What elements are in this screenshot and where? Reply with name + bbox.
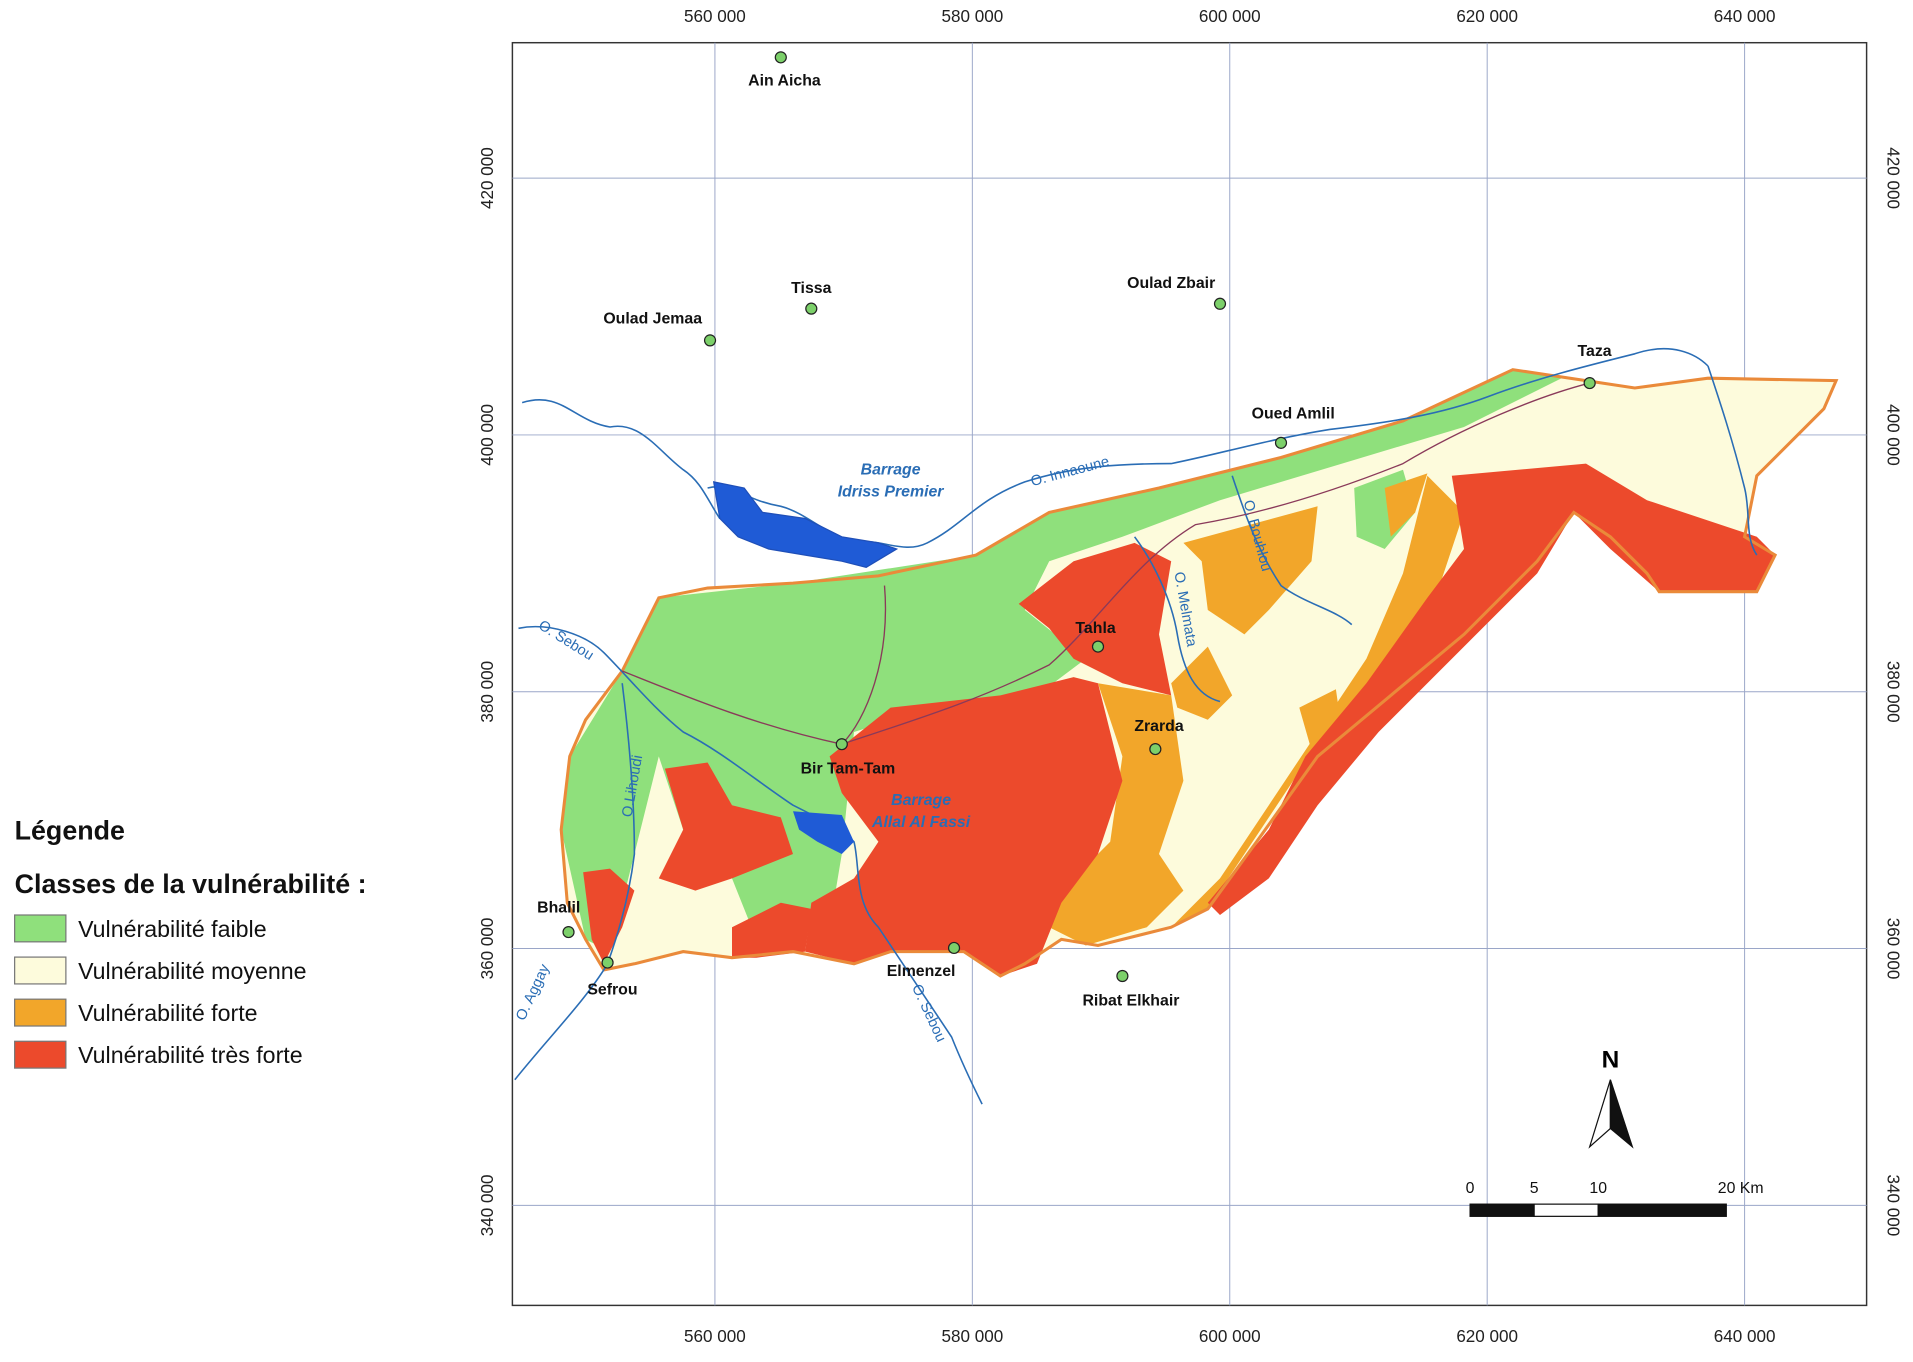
place-label: Oulad Jemaa (603, 310, 702, 327)
zone-forte (1171, 475, 1464, 928)
zone-tres-forte (805, 677, 1123, 976)
zone-tres-forte (1207, 463, 1776, 915)
vulnerability-zones (559, 368, 1839, 978)
x-tick-label: 580 000 (941, 1327, 1003, 1346)
x-tick-label: 580 000 (941, 7, 1003, 26)
place-label: Tahla (1075, 620, 1115, 637)
legend-swatch (14, 914, 67, 943)
place-label: Oulad Zbair (1127, 275, 1215, 292)
scale-segment (1597, 1203, 1727, 1217)
y-tick-label: 400 000 (478, 404, 497, 466)
scale-label: 10 (1589, 1180, 1607, 1197)
place-label: Sefrou (587, 981, 637, 998)
zone-tres-forte (732, 902, 812, 958)
place-marker (774, 51, 787, 64)
x-tick-label: 600 000 (1199, 1327, 1261, 1346)
zone-tres-forte (583, 868, 635, 964)
place-marker (1149, 742, 1162, 756)
river (514, 683, 636, 1081)
legend-title: Légende (15, 815, 125, 845)
scale-segment (1469, 1203, 1535, 1217)
x-tick-label: 640 000 (1714, 1327, 1776, 1346)
place-marker (562, 925, 575, 939)
place-marker (1274, 436, 1288, 449)
x-tick-label: 560 000 (684, 1327, 746, 1346)
lake (793, 811, 854, 854)
place-label: Tissa (791, 280, 831, 297)
y-tick-label: 360 000 (1883, 918, 1902, 980)
legend-label: Vulnérabilité faible (78, 916, 267, 942)
place-label: Taza (1577, 343, 1611, 360)
study-area-outline (559, 368, 1839, 978)
dam-label: Barrage (891, 792, 951, 809)
place-label: Zrarda (1134, 718, 1184, 735)
zone-forte (1171, 646, 1233, 720)
scale-bar: 0 5 10 20 Km (1466, 1180, 1764, 1217)
place-marker (1116, 969, 1129, 983)
y-tick-label: 420 000 (1883, 147, 1902, 209)
place-label: Bir Tam-Tam (801, 760, 896, 777)
map-content: 560 000 560 000 580 000 580 000 600 000 600 0… (14, 7, 1902, 1346)
legend-label: Vulnérabilité moyenne (78, 958, 306, 984)
x-tick-label: 640 000 (1714, 7, 1776, 26)
legend-label: Vulnérabilité forte (78, 1000, 257, 1026)
legend-swatch (14, 956, 67, 985)
scale-label: 0 (1466, 1180, 1475, 1197)
scale-label: 5 (1530, 1180, 1539, 1197)
place-marker (1583, 376, 1596, 390)
y-tick-label: 380 000 (1883, 661, 1902, 723)
dam-label: Allal Al Fassi (871, 814, 971, 831)
place-marker (1213, 297, 1227, 310)
zone-faible (561, 369, 1562, 952)
legend-label: Vulnérabilité très forte (78, 1042, 303, 1068)
y-tick-label: 340 000 (1883, 1174, 1902, 1236)
x-tick-label: 600 000 (1199, 7, 1261, 26)
place-marker (601, 956, 614, 969)
river (1231, 475, 1353, 626)
y-tick-label: 360 000 (478, 918, 497, 980)
place-label: Oued Amlil (1252, 405, 1335, 422)
river (1133, 536, 1221, 703)
hydrography (514, 347, 1758, 1105)
place-marker (805, 302, 818, 315)
north-label: N (1602, 1047, 1620, 1074)
dam-label: Idriss Premier (838, 484, 945, 501)
y-tick-label: 340 000 (478, 1174, 497, 1236)
legend-swatch (14, 998, 67, 1027)
x-tick-label: 620 000 (1456, 1327, 1518, 1346)
dam-label: Barrage (861, 462, 921, 479)
north-arrow: N (1588, 1047, 1634, 1149)
zone-tres-forte (1018, 542, 1172, 696)
zone-forte (1384, 473, 1428, 537)
legend-subtitle: Classes de la vulnérabilité : (15, 869, 367, 899)
legend: Légende Classes de la vulnérabilité : Vu… (14, 815, 367, 1069)
y-tick-label: 380 000 (478, 661, 497, 723)
y-tick-label: 400 000 (1883, 404, 1902, 466)
place-marker (947, 941, 961, 955)
north-arrow-right (1609, 1079, 1634, 1149)
zone-forte (1183, 506, 1318, 635)
river (521, 398, 721, 519)
place-marker (835, 738, 848, 751)
place-label: Bhalil (537, 900, 580, 917)
lake (712, 481, 899, 568)
place-label: Ain Aicha (748, 72, 821, 89)
place-marker (703, 334, 717, 347)
scale-segment (1533, 1203, 1599, 1217)
x-tick-label: 560 000 (684, 7, 746, 26)
scale-label: 20 Km (1718, 1180, 1764, 1197)
place-marker (1091, 640, 1105, 653)
place-label: Elmenzel (887, 963, 956, 980)
place-label: Ribat Elkhair (1082, 992, 1179, 1009)
zone-tres-forte (658, 762, 793, 891)
x-tick-label: 620 000 (1456, 7, 1518, 26)
legend-swatch (14, 1040, 67, 1069)
river (1707, 365, 1758, 556)
y-tick-label: 420 000 (478, 147, 497, 209)
